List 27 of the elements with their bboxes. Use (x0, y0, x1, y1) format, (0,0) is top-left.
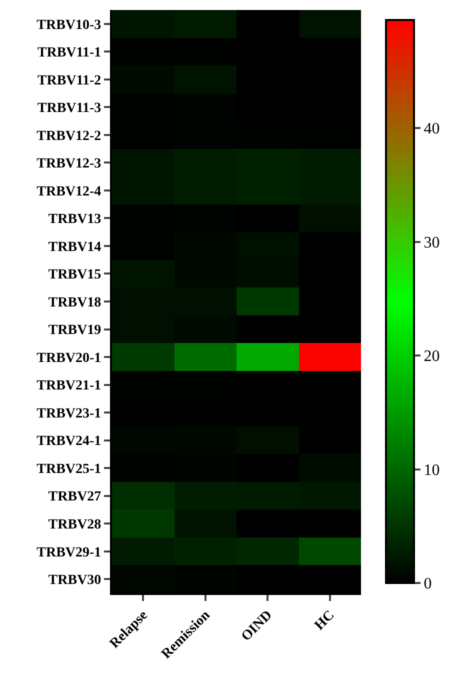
y-tick-label: TRBV15 (48, 268, 102, 283)
y-tick-label: TRBV19 (48, 323, 102, 338)
y-tick-label: TRBV20-1 (36, 350, 102, 366)
y-tick-label: TRBV24-1 (36, 434, 102, 450)
y-tick-label: TRBV28 (48, 518, 102, 532)
color-bar-label: 10 (424, 462, 440, 479)
y-tick-label: TRBV14 (48, 240, 102, 255)
y-tick-label: TRBV10-3 (36, 18, 102, 33)
y-tick-label: TRBV23-1 (36, 406, 102, 422)
y-tick-label: TRBV30 (48, 573, 102, 588)
y-tick-label: TRBV12-2 (36, 128, 102, 144)
y-tick-label: TRBV12-4 (36, 184, 102, 200)
color-bar-label: 40 (424, 120, 440, 138)
y-tick-label: TRBV11-1 (37, 46, 102, 61)
color-bar-label: 30 (424, 234, 440, 252)
y-tick-label: TRBV21-1 (36, 378, 102, 394)
y-tick-label: TRBV27 (48, 490, 102, 505)
y-tick-label: TRBV18 (48, 295, 102, 310)
y-tick-label: TRBV11-3 (37, 101, 102, 116)
y-tick-label: TRBV12-3 (36, 156, 102, 172)
color-bar-label: 20 (424, 348, 440, 366)
color-bar-label: 0 (424, 576, 432, 593)
y-tick-label: TRBV25-1 (36, 462, 102, 477)
y-tick-label: TRBV13 (48, 212, 102, 228)
y-tick-label: TRBV29-1 (36, 545, 102, 560)
y-tick-label: TRBV11-2 (37, 73, 102, 88)
x-tick-label: HC (312, 608, 338, 634)
